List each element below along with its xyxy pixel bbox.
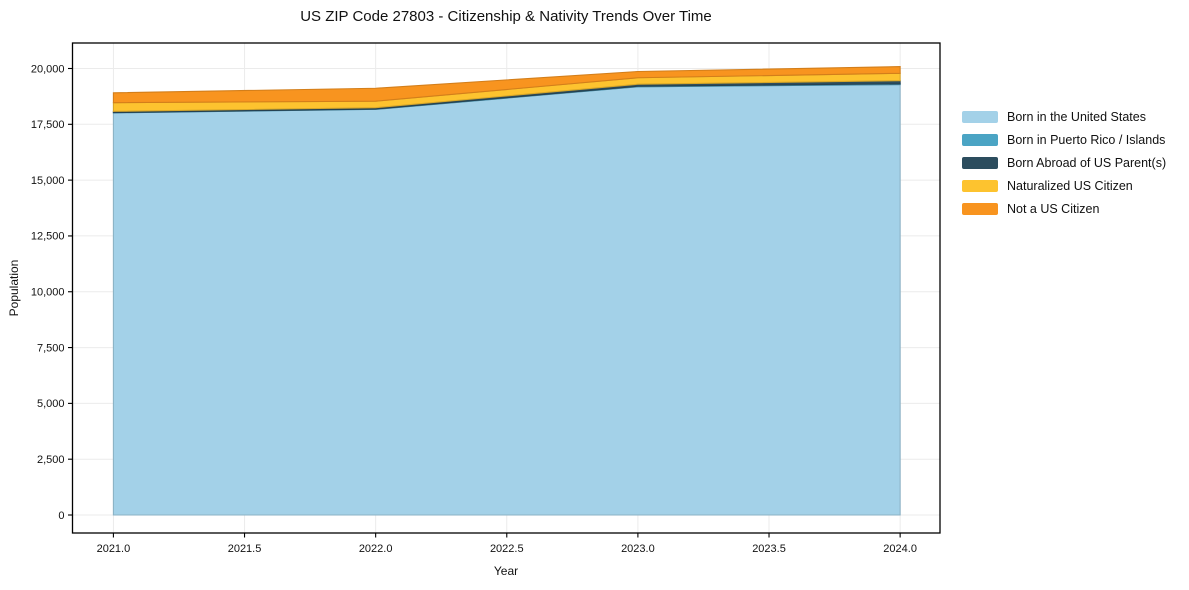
- legend-label: Born in Puerto Rico / Islands: [1007, 132, 1166, 147]
- y-tick-label: 7,500: [37, 342, 65, 354]
- legend-label: Born Abroad of US Parent(s): [1007, 155, 1167, 170]
- x-tick-label: 2023.0: [621, 543, 655, 555]
- legend-item: Born in Puerto Rico / Islands: [962, 128, 1166, 151]
- legend-item: Not a US Citizen: [962, 197, 1166, 220]
- y-tick-label: 10,000: [31, 287, 65, 299]
- legend-label: Born in the United States: [1007, 109, 1146, 124]
- legend-swatch: [962, 156, 998, 169]
- legend-swatch: [962, 133, 998, 146]
- legend-item: Naturalized US Citizen: [962, 174, 1166, 197]
- y-tick-label: 20,000: [31, 63, 65, 75]
- x-tick-label: 2024.0: [883, 543, 917, 555]
- legend: Born in the United States Born in Puerto …: [962, 105, 1166, 220]
- legend-swatch: [962, 202, 998, 215]
- legend-label: Naturalized US Citizen: [1007, 178, 1133, 193]
- legend-swatch: [962, 110, 998, 123]
- area-born-in-the-united-states: [112, 84, 901, 516]
- x-tick-label: 2021.0: [97, 543, 131, 555]
- y-tick-label: 12,500: [31, 231, 65, 243]
- legend-item: Born Abroad of US Parent(s): [962, 151, 1166, 174]
- y-tick-label: 5,000: [37, 398, 65, 410]
- legend-swatch: [962, 179, 998, 192]
- x-tick-label: 2021.5: [228, 543, 262, 555]
- y-tick-label: 2,500: [37, 454, 65, 466]
- area-not-a-us-citizen: [112, 66, 901, 104]
- x-tick-label: 2022.5: [490, 543, 524, 555]
- x-tick-label: 2023.5: [752, 543, 786, 555]
- x-tick-label: 2022.0: [359, 543, 393, 555]
- legend-item: Born in the United States: [962, 105, 1166, 128]
- y-axis-label: Population: [7, 259, 21, 317]
- y-tick-label: 0: [58, 510, 64, 522]
- chart-title: US ZIP Code 27803 - Citizenship & Nativi…: [300, 8, 712, 25]
- y-tick-label: 17,500: [31, 119, 65, 131]
- y-tick-label: 15,000: [31, 175, 65, 187]
- legend-label: Not a US Citizen: [1007, 201, 1100, 216]
- x-axis-label: Year: [493, 564, 519, 578]
